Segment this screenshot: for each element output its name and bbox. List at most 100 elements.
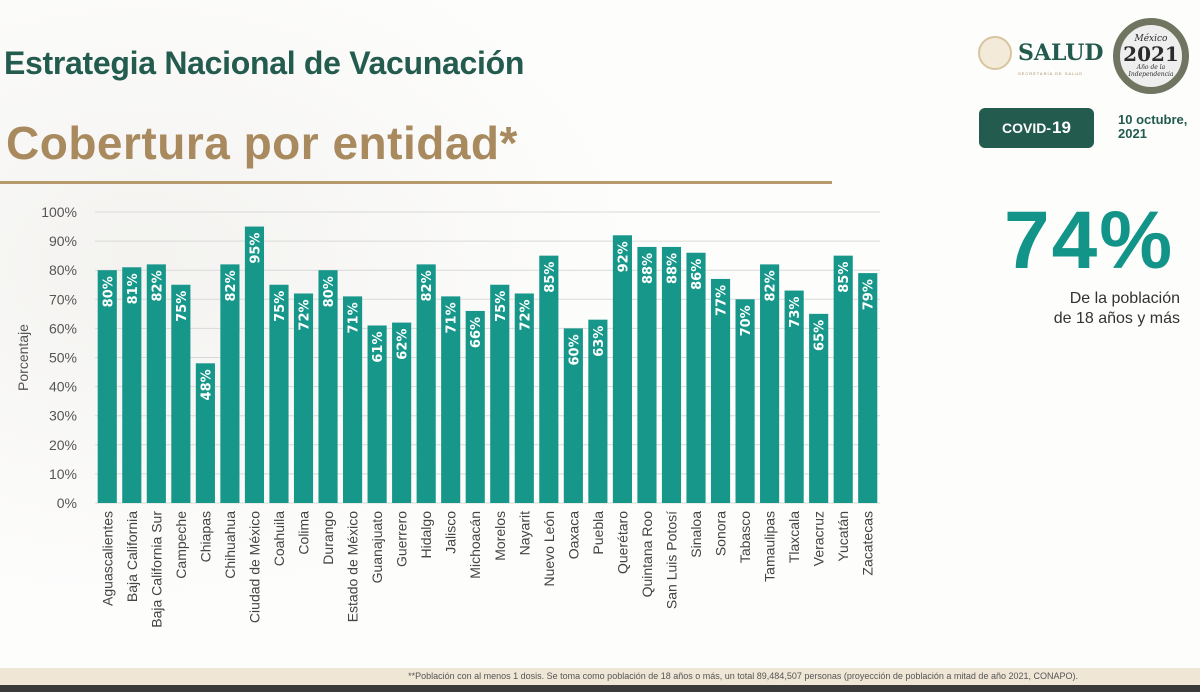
x-tick-label: San Luis Potosí (663, 511, 679, 609)
bar-data-label: 62% (396, 329, 411, 360)
x-tick-label: Puebla (590, 511, 606, 555)
bar-data-label: 82% (420, 270, 435, 301)
date-line1: 10 octubre, (1118, 112, 1188, 127)
bar (416, 264, 436, 503)
bar-data-label: 80% (101, 276, 116, 307)
bar-data-label: 80% (322, 276, 337, 307)
bar (588, 319, 608, 503)
coverage-bar-chart: 0% 10% 20% 30% 40% 50% 60% 70% 80% 90% 100% Porcent… (15, 204, 880, 628)
bar-data-label: 88% (665, 253, 680, 284)
bar-data-label: 92% (616, 241, 631, 272)
bar-data-label: 72% (518, 299, 533, 330)
x-tick-label: Michoacán (467, 511, 483, 579)
bar (220, 264, 240, 503)
bar (637, 246, 657, 504)
x-tick-label: Veracruz (811, 511, 827, 566)
y-tick-label: 70% (49, 291, 77, 307)
bar-data-label: 82% (150, 270, 165, 301)
x-tick-label: Quintana Roo (639, 511, 655, 598)
bar (490, 284, 510, 503)
caption-line1: De la población (1069, 290, 1180, 307)
bar (122, 267, 142, 503)
bar (441, 296, 461, 503)
x-tick-label: Chiapas (197, 511, 213, 562)
bar-data-label: 79% (862, 279, 877, 310)
x-tick-label: Ciudad de México (246, 511, 262, 623)
bar (858, 273, 878, 503)
bar (97, 270, 117, 503)
bar (318, 270, 338, 503)
bar-data-label: 71% (445, 302, 460, 333)
bar (735, 299, 755, 503)
bar-data-label: 77% (715, 285, 730, 316)
page-title: Estrategia Nacional de Vacunación (4, 45, 525, 81)
bar-data-label: 82% (224, 270, 239, 301)
y-tick-label: 30% (49, 408, 77, 424)
bar (760, 264, 780, 503)
coat-of-arms-icon (978, 36, 1012, 70)
x-tick-label: Guerrero (394, 511, 410, 567)
y-tick-label: 90% (49, 233, 77, 249)
x-tick-label: Aguascalientes (99, 511, 115, 606)
bar-data-label: 60% (567, 334, 582, 365)
bar (809, 313, 829, 503)
badge-prefix: COVID- (1002, 120, 1052, 136)
x-tick-label: Jalisco (443, 511, 459, 554)
bar-data-label: 71% (347, 302, 362, 333)
salud-logo: SALUD (978, 36, 1104, 70)
x-tick-label: Yucatán (835, 511, 851, 562)
bar (686, 252, 706, 503)
bar (661, 246, 682, 504)
bar (195, 363, 215, 503)
x-tick-label: Tamaulipas (762, 511, 778, 582)
logo-2021-top: México (1134, 34, 1168, 44)
x-tick-label: Chihuahua (222, 511, 238, 579)
bar (514, 293, 534, 503)
national-coverage-caption: De la población de 18 años y más (1020, 289, 1180, 329)
bar-data-label: 82% (764, 270, 779, 301)
x-tick-label: Tabasco (737, 511, 753, 563)
bar (269, 284, 289, 503)
y-tick-label: 100% (41, 204, 77, 220)
bar-data-label: 85% (543, 262, 558, 293)
bar-data-label: 75% (273, 291, 288, 322)
bar-data-label: 61% (371, 331, 386, 362)
bar-data-label: 86% (690, 259, 705, 290)
bar (293, 293, 314, 503)
x-tick-label: Sonora (713, 511, 729, 556)
caption-line2: de 18 años y más (1053, 310, 1180, 327)
y-tick-label: 0% (57, 495, 77, 511)
bar (710, 278, 731, 503)
x-tick-label: Coahuila (271, 511, 287, 566)
bar (465, 310, 485, 503)
title-divider (0, 181, 832, 184)
bar-data-label: 65% (813, 320, 828, 351)
salud-logo-subtext: SECRETARÍA DE SALUD (1018, 71, 1084, 76)
mexico-2021-logo: México 2021 Año de la Independencia (1113, 18, 1189, 94)
x-tick-label: Baja California (124, 511, 140, 602)
logo-2021-bottom: Año de la Independencia (1128, 64, 1174, 78)
footnote: **Población con al menos 1 dosis. Se tom… (0, 668, 1200, 685)
bar-data-label: 66% (469, 317, 484, 348)
y-tick-label: 20% (49, 437, 77, 453)
bar-data-label: 72% (298, 299, 313, 330)
bar (563, 328, 583, 503)
bar (612, 235, 632, 503)
badge-number: 19 (1052, 118, 1071, 137)
x-tick-label: Oaxaca (565, 511, 581, 559)
y-tick-label: 80% (49, 262, 77, 278)
x-tick-label: Guanajuato (369, 511, 385, 584)
date: 10 octubre, 2021 (1118, 113, 1187, 141)
x-tick-label: Hidalgo (418, 511, 434, 559)
x-tick-label: Nayarit (516, 511, 532, 555)
y-axis-label: Porcentaje (15, 324, 31, 391)
x-tick-label: Campeche (173, 511, 189, 579)
x-tick-label: Durango (320, 511, 336, 565)
bar-data-label: 48% (199, 369, 214, 400)
x-tick-label: Nuevo León (541, 511, 557, 587)
y-tick-label: 50% (49, 350, 77, 366)
bar-data-label: 70% (739, 305, 754, 336)
bar (392, 322, 412, 503)
x-tick-label: Baja California Sur (148, 511, 164, 628)
x-tick-label: Sinaloa (688, 511, 704, 558)
